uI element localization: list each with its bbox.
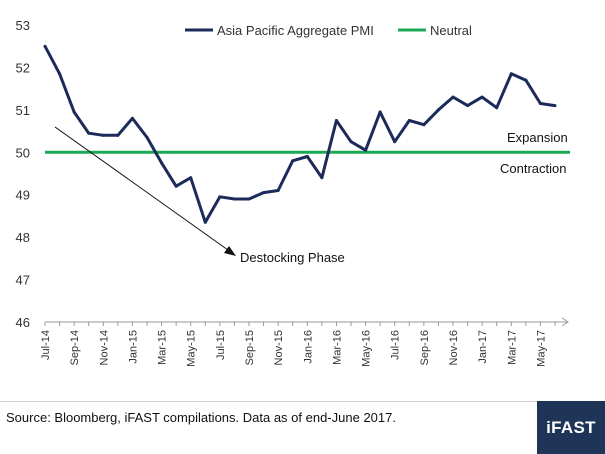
pmi-point [174, 184, 178, 188]
pmi-points [43, 44, 557, 224]
x-tick-label: Sep-16 [419, 330, 431, 365]
pmi-point [232, 197, 236, 201]
y-tick-label: 49 [16, 188, 30, 203]
pmi-point [262, 191, 266, 195]
y-tick-label: 46 [16, 315, 30, 330]
pmi-point [291, 159, 295, 163]
x-tick-label: Mar-17 [506, 330, 518, 365]
expansion-label: Expansion [507, 130, 568, 145]
y-tick-label: 48 [16, 230, 30, 245]
pmi-point [334, 118, 338, 122]
source-note: Source: Bloomberg, iFAST compilations. D… [6, 410, 396, 425]
x-tick-label: Mar-16 [331, 330, 343, 365]
pmi-point [364, 148, 368, 152]
x-tick-label: Jan-17 [477, 330, 489, 364]
x-tick-label: Sep-14 [69, 330, 81, 365]
destocking-arrow-head [224, 246, 236, 256]
x-tick-label: May-16 [361, 330, 373, 367]
legend-pmi-label: Asia Pacific Aggregate PMI [217, 23, 374, 38]
pmi-point [451, 95, 455, 99]
x-tick-label: Nov-14 [98, 330, 110, 365]
x-tick-label: May-17 [535, 330, 547, 367]
footer-divider [0, 401, 605, 402]
pmi-point [466, 104, 470, 108]
pmi-point [436, 108, 440, 112]
pmi-point [509, 72, 513, 76]
pmi-point [145, 135, 149, 139]
pmi-point [87, 131, 91, 135]
pmi-point [393, 140, 397, 144]
x-tick-label: Sep-15 [244, 330, 256, 365]
pmi-point [538, 101, 542, 105]
legend-neutral-label: Neutral [430, 23, 472, 38]
pmi-point [305, 155, 309, 159]
pmi-point [320, 176, 324, 180]
y-tick-label: 50 [16, 145, 30, 160]
pmi-point [218, 195, 222, 199]
y-tick-label: 51 [16, 103, 30, 118]
pmi-point [276, 188, 280, 192]
x-axis-arrow [561, 317, 569, 327]
pmi-point [407, 118, 411, 122]
footer: Source: Bloomberg, iFAST compilations. D… [0, 401, 605, 454]
x-tick-label: Mar-15 [157, 330, 169, 365]
pmi-point [203, 220, 207, 224]
y-tick-label: 52 [16, 60, 30, 75]
x-tick-label: Jul-16 [390, 330, 402, 360]
pmi-point [422, 123, 426, 127]
x-tick-label: Jan-16 [302, 330, 314, 364]
ifast-logo: iFAST [537, 401, 605, 454]
contraction-label: Contraction [500, 161, 566, 176]
y-axis-ticks: 46 47 48 49 50 51 52 53 [16, 18, 30, 330]
x-tick-label: Jan-15 [127, 330, 139, 364]
pmi-point [116, 133, 120, 137]
x-tick-label: Nov-15 [273, 330, 285, 365]
pmi-point [130, 116, 134, 120]
legend: Asia Pacific Aggregate PMI Neutral [185, 23, 472, 38]
pmi-point [553, 104, 557, 108]
y-tick-label: 53 [16, 18, 30, 33]
destocking-arrow-line [54, 126, 229, 251]
pmi-point [378, 110, 382, 114]
pmi-point [495, 106, 499, 110]
x-tick-label: Jul-14 [40, 330, 52, 360]
pmi-point [160, 161, 164, 165]
pmi-point [72, 110, 76, 114]
pmi-point [43, 44, 47, 48]
x-tick-label: Nov-16 [448, 330, 460, 365]
destocking-label: Destocking Phase [240, 250, 345, 265]
pmi-chart: 46 47 48 49 50 51 52 53 Jul-14 Sep-14 Nov-14 Jan-1… [16, 18, 570, 367]
x-axis-ticks: Jul-14 Sep-14 Nov-14 Jan-15 Mar-15 May-15 Jul-… [40, 322, 556, 367]
pmi-point [247, 197, 251, 201]
pmi-point [480, 95, 484, 99]
pmi-point [189, 176, 193, 180]
pmi-point [349, 140, 353, 144]
pmi-point [58, 72, 62, 76]
y-tick-label: 47 [16, 273, 30, 288]
x-tick-label: May-15 [186, 330, 198, 367]
x-tick-label: Jul-15 [215, 330, 227, 360]
pmi-point [101, 133, 105, 137]
pmi-series-line [43, 45, 556, 224]
pmi-point [524, 78, 528, 82]
